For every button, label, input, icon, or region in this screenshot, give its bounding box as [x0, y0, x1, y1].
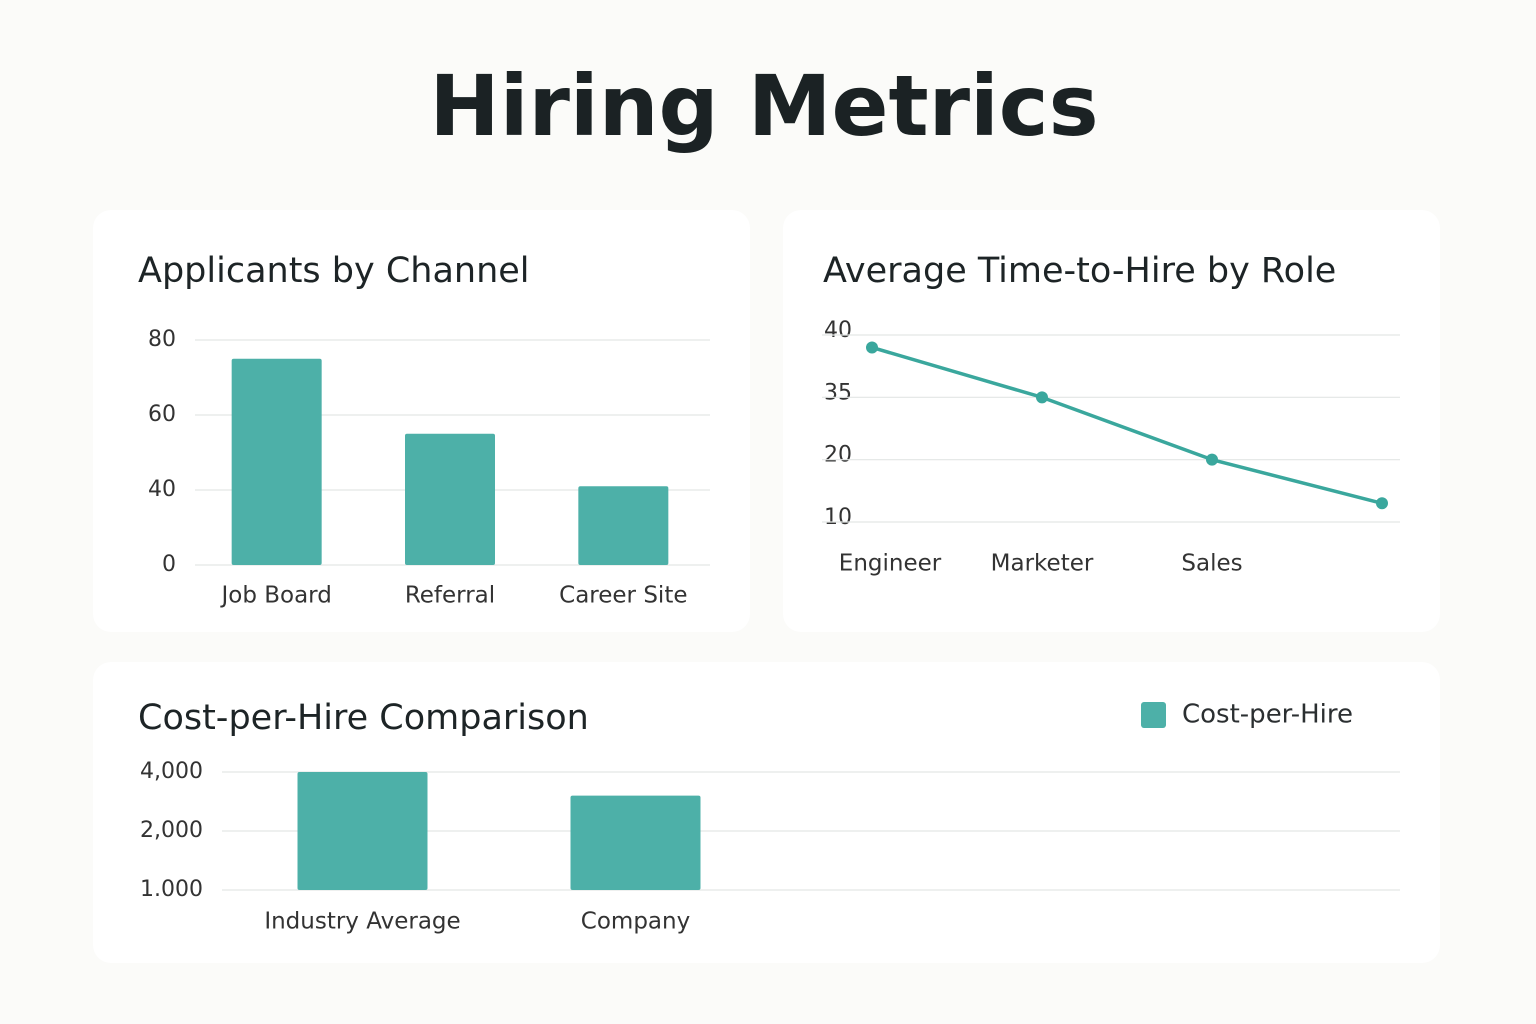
bar: [570, 795, 701, 890]
y-tick-label: 60: [148, 402, 176, 427]
bar: [231, 358, 322, 565]
y-tick-label: 20: [824, 443, 852, 468]
y-tick-label: 35: [824, 380, 852, 405]
x-tick-label: Career Site: [559, 583, 687, 609]
legend-swatch: [1141, 702, 1166, 728]
point: [1036, 391, 1048, 404]
y-tick-label: 80: [148, 327, 176, 352]
point: [866, 341, 878, 354]
y-tick-label: 40: [824, 318, 852, 343]
point: [1206, 453, 1218, 466]
y-tick-label: 2,000: [140, 818, 203, 843]
y-tick-label: 1.000: [140, 877, 203, 902]
y-tick-label: 0: [162, 552, 176, 577]
chart-title: Cost-per-Hire Comparison: [138, 698, 589, 738]
y-tick-label: 10: [824, 505, 852, 530]
card: [93, 662, 1440, 963]
bar: [405, 433, 495, 565]
x-tick-label: Marketer: [991, 551, 1094, 577]
y-tick-label: 4,000: [140, 759, 203, 784]
chart-title: Applicants by Channel: [138, 251, 530, 291]
x-tick-label: Job Board: [219, 583, 331, 609]
point: [1376, 497, 1388, 510]
x-tick-label: Engineer: [839, 551, 942, 577]
x-tick-label: Industry Average: [264, 909, 460, 935]
chart-title: Average Time-to-Hire by Role: [823, 251, 1336, 291]
y-tick-label: 40: [148, 477, 176, 502]
legend-label: Cost-per-Hire: [1182, 700, 1353, 730]
x-tick-label: Sales: [1181, 551, 1242, 577]
x-tick-label: Referral: [405, 583, 495, 609]
x-tick-label: Company: [581, 909, 690, 935]
page-title: Hiring Metrics: [429, 57, 1098, 155]
line: [871, 345, 1383, 505]
bar: [578, 486, 669, 565]
bar: [297, 772, 428, 890]
